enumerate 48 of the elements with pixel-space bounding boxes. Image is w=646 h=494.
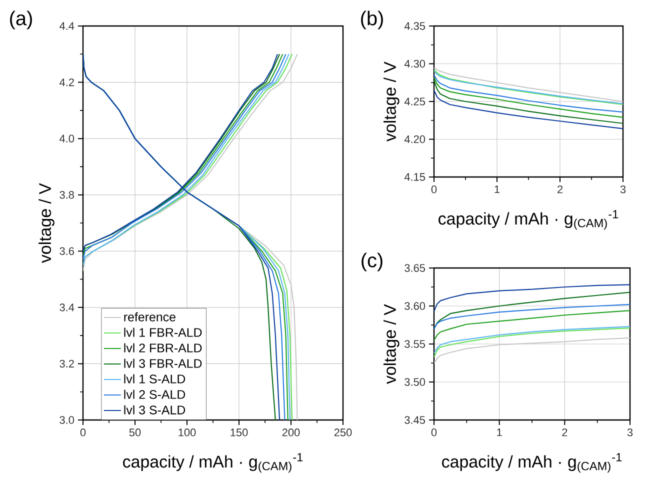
- y-tick-label: 4.4: [59, 22, 74, 30]
- x-tick-label: 250: [334, 428, 352, 436]
- legend-label: lvl 1 S-ALD: [124, 374, 186, 384]
- legend-label: reference: [124, 312, 176, 322]
- y-tick-label: 3.60: [404, 302, 426, 310]
- y-tick-label: 3.8: [60, 190, 74, 199]
- chart-title: (c): [362, 252, 382, 272]
- y-axis-title: voltage / V: [38, 183, 54, 263]
- chart-title: (b): [361, 10, 383, 30]
- x-tick-label: 0: [431, 428, 437, 436]
- x-tick-label: 3: [620, 186, 626, 194]
- x-tick-label: 200: [282, 428, 300, 436]
- legend-label: lvl 3 FBR-ALD: [124, 358, 202, 368]
- y-tick-label: 3.0: [60, 416, 74, 424]
- legend-label: lvl 2 FBR-ALD: [124, 343, 202, 352]
- x-axis-title: capacity / mAh · g$_{(CAM)}$-1: [442, 453, 622, 473]
- y-axis-title: voltage / V: [384, 62, 400, 142]
- x-tick-label: 0: [80, 428, 86, 436]
- y-tick-label: 3.50: [404, 378, 426, 386]
- legend-label: lvl 2 S-ALD: [124, 390, 186, 399]
- x-tick-label: 0: [431, 186, 437, 194]
- y-tick-label: 3.45: [404, 416, 426, 424]
- y-tick-label: 3.55: [404, 340, 426, 348]
- y-tick-label: 4.0: [59, 134, 74, 142]
- x-tick-label: 2: [562, 428, 568, 436]
- y-tick-label: 3.6: [60, 247, 74, 256]
- legend-label: lvl 3 S-ALD: [124, 405, 186, 414]
- y-tick-label: 4.35: [404, 22, 426, 30]
- legend-label: lvl 1 FBR-ALD: [124, 328, 202, 337]
- y-tick-label: 4.25: [404, 98, 426, 106]
- y-tick-label: 4.20: [404, 135, 426, 144]
- x-tick-label: 1: [497, 428, 502, 436]
- x-tick-label: 150: [230, 428, 248, 436]
- x-tick-label: 2: [558, 186, 563, 194]
- x-tick-label: 100: [178, 428, 196, 436]
- y-axis-title: voltage / V: [384, 304, 400, 384]
- x-tick-label: 1: [494, 186, 500, 194]
- y-tick-label: 4.30: [404, 60, 426, 68]
- chart-title: (a): [10, 10, 32, 30]
- y-tick-label: 4.2: [59, 78, 74, 86]
- y-tick-label: 4.15: [404, 173, 426, 181]
- y-tick-label: 3.4: [60, 304, 74, 312]
- x-axis-title: capacity / mAh · g$_{(CAM)}$-1: [123, 453, 303, 473]
- x-tick-label: 3: [627, 428, 633, 436]
- x-axis-title: capacity / mAh · g$_{(CAM)}$-1: [438, 210, 618, 230]
- y-tick-label: 3.2: [60, 360, 74, 368]
- x-tick-label: 50: [129, 428, 141, 436]
- y-tick-label: 3.65: [404, 264, 426, 272]
